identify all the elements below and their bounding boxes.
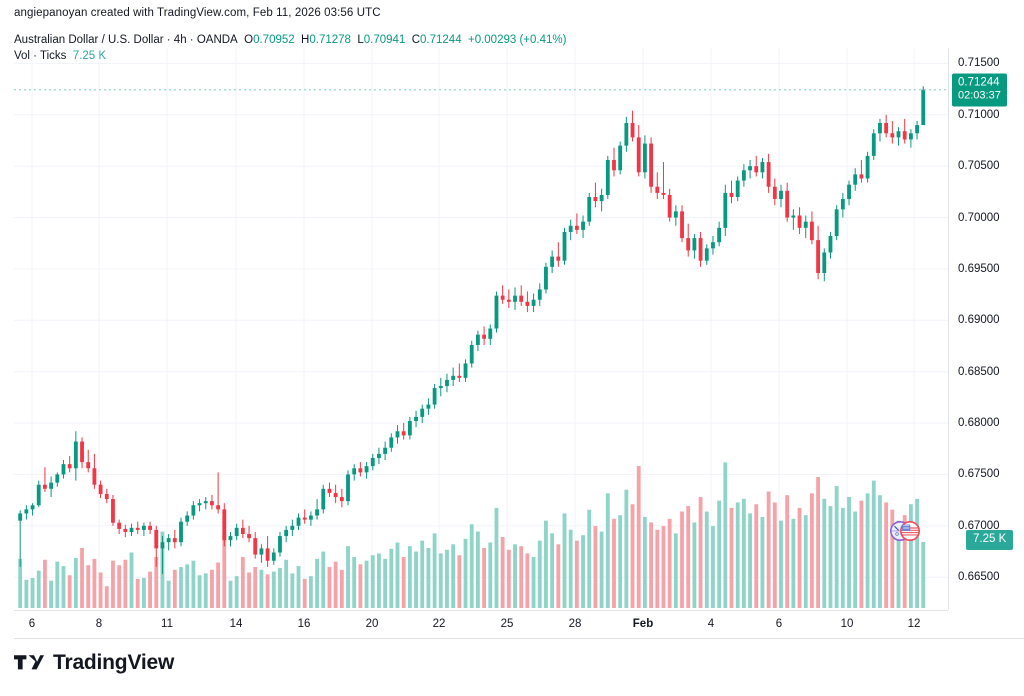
legend-low-value: 0.70941 — [363, 34, 406, 46]
time-tick-label: Feb — [632, 618, 654, 630]
time-tick-label: 4 — [707, 618, 715, 630]
time-tick-label: 16 — [297, 618, 311, 630]
candlesticks — [18, 86, 926, 575]
time-tick-label: 14 — [229, 618, 243, 630]
legend-sep-2: · — [186, 34, 197, 46]
legend-exchange: OANDA — [196, 34, 238, 46]
legend-interval[interactable]: 4h — [173, 34, 187, 46]
bottom-divider — [14, 638, 1024, 639]
tradingview-footer: TradingView — [14, 652, 174, 673]
tradingview-wordmark: TradingView — [53, 651, 175, 674]
time-tick-label: 6 — [775, 618, 783, 630]
legend-high-value: 0.71278 — [309, 34, 351, 46]
legend-volume-name[interactable]: Vol · Ticks — [14, 50, 67, 62]
time-tick-label: 28 — [568, 618, 582, 630]
grid-lines — [14, 48, 948, 608]
price-tick-label: 0.69500 — [958, 262, 1000, 275]
price-tick-label: 0.69000 — [958, 314, 1000, 327]
time-tick-label: 11 — [161, 618, 173, 630]
time-tick-label: 6 — [28, 618, 36, 630]
price-axis-divider — [948, 48, 949, 610]
volume-value-badge[interactable]: 7.25 K — [966, 530, 1014, 550]
time-axis[interactable]: 6 8 11 14 16 20 22 25 28 Feb 4 6 10 12 — [14, 610, 948, 638]
price-tick-label: 0.68500 — [958, 365, 1000, 378]
legend-volume-value: 7.25 K — [72, 50, 107, 62]
time-tick-label: 10 — [840, 618, 854, 630]
legend-close-value: 0.71244 — [420, 34, 462, 46]
time-tick-label: 20 — [365, 618, 379, 630]
bar-countdown: 02:03:37 — [958, 89, 1001, 102]
usd-flag-icon — [899, 521, 920, 542]
legend-high-key: H — [301, 34, 310, 46]
chart-plot-area[interactable] — [14, 48, 948, 608]
legend-sep-1: · — [163, 34, 174, 46]
legend-open-value: 0.70952 — [253, 34, 295, 46]
price-tick-label: 0.70000 — [958, 211, 1000, 224]
candlestick-plot — [14, 48, 948, 608]
current-price-badge[interactable]: 0.71244 02:03:37 — [952, 73, 1007, 107]
time-tick-label: 25 — [500, 618, 514, 630]
legend-volume-row: Vol · Ticks 7.25 K — [14, 48, 566, 64]
price-tick-label: 0.70500 — [958, 160, 1000, 173]
legend-low-key: L — [357, 34, 364, 46]
price-tick-label: 0.71000 — [958, 108, 1000, 121]
price-tick-label: 0.66500 — [958, 571, 1000, 584]
price-tick-label: 0.71500 — [958, 57, 1000, 70]
legend-change: +0.00293 (+0.41%) — [467, 34, 567, 46]
legend-symbol[interactable]: Australian Dollar / U.S. Dollar — [14, 34, 164, 46]
price-tick-label: 0.67000 — [958, 519, 1000, 532]
price-tick-label: 0.67500 — [958, 468, 1000, 481]
time-tick-label: 22 — [432, 618, 446, 630]
time-tick-label: 8 — [95, 618, 103, 630]
currency-pair-flag-badge — [888, 520, 922, 542]
attribution-text: angiepanoyan created with TradingView.co… — [14, 7, 381, 19]
legend-close-key: C — [411, 34, 421, 46]
price-axis[interactable]: 0.71500 0.71000 0.70500 0.70000 0.69500 0.690… — [948, 48, 1024, 608]
tradingview-logo-icon — [14, 655, 44, 670]
current-price-value: 0.71244 — [958, 76, 1000, 89]
chart-legend: Australian Dollar / U.S. Dollar · 4h · O… — [14, 32, 566, 64]
time-tick-label: 12 — [907, 618, 921, 630]
legend-open-key: O — [244, 34, 254, 46]
legend-main-row: Australian Dollar / U.S. Dollar · 4h · O… — [14, 32, 566, 48]
price-tick-label: 0.68000 — [958, 417, 1000, 429]
volume-bars — [18, 462, 926, 608]
